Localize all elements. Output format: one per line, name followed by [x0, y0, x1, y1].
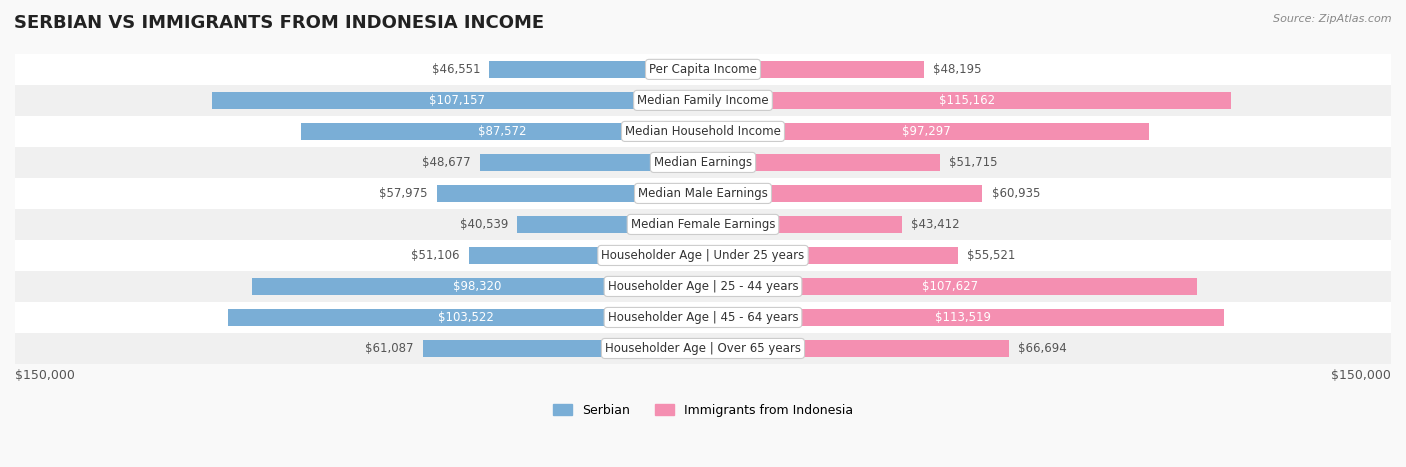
Text: $57,975: $57,975	[380, 187, 427, 200]
Text: $115,162: $115,162	[939, 94, 995, 107]
Text: $107,157: $107,157	[429, 94, 485, 107]
Text: $98,320: $98,320	[453, 280, 502, 293]
Bar	[703, 185, 983, 202]
Text: $61,087: $61,087	[366, 342, 413, 355]
Text: SERBIAN VS IMMIGRANTS FROM INDONESIA INCOME: SERBIAN VS IMMIGRANTS FROM INDONESIA INC…	[14, 14, 544, 32]
Bar	[15, 178, 1391, 209]
Bar	[301, 123, 703, 140]
Text: Median Earnings: Median Earnings	[654, 156, 752, 169]
Bar	[517, 216, 703, 233]
Bar	[703, 278, 1197, 295]
Bar	[703, 216, 903, 233]
Text: $48,677: $48,677	[422, 156, 471, 169]
Text: $66,694: $66,694	[1018, 342, 1067, 355]
Text: $46,551: $46,551	[432, 63, 481, 76]
Bar	[211, 92, 703, 109]
Text: Median Female Earnings: Median Female Earnings	[631, 218, 775, 231]
Bar	[703, 61, 924, 78]
Text: $51,106: $51,106	[411, 249, 460, 262]
Bar	[15, 209, 1391, 240]
Bar	[252, 278, 703, 295]
Text: Householder Age | 45 - 64 years: Householder Age | 45 - 64 years	[607, 311, 799, 324]
Bar	[437, 185, 703, 202]
Bar	[15, 147, 1391, 178]
Text: $113,519: $113,519	[935, 311, 991, 324]
Bar	[703, 154, 941, 171]
Text: $87,572: $87,572	[478, 125, 526, 138]
Bar	[703, 309, 1223, 326]
Bar	[468, 247, 703, 264]
Text: Source: ZipAtlas.com: Source: ZipAtlas.com	[1274, 14, 1392, 24]
Text: $51,715: $51,715	[949, 156, 998, 169]
Text: $150,000: $150,000	[1331, 368, 1391, 382]
Text: $40,539: $40,539	[460, 218, 508, 231]
Text: $107,627: $107,627	[922, 280, 979, 293]
Bar	[15, 240, 1391, 271]
Text: $60,935: $60,935	[991, 187, 1040, 200]
Bar	[703, 340, 1010, 357]
Bar	[15, 271, 1391, 302]
Text: Per Capita Income: Per Capita Income	[650, 63, 756, 76]
Text: $43,412: $43,412	[911, 218, 960, 231]
Bar	[703, 247, 957, 264]
Text: Householder Age | Under 25 years: Householder Age | Under 25 years	[602, 249, 804, 262]
Bar	[15, 85, 1391, 116]
Bar	[15, 302, 1391, 333]
Bar	[703, 92, 1232, 109]
Bar	[489, 61, 703, 78]
Bar	[703, 123, 1149, 140]
Bar	[228, 309, 703, 326]
Bar	[15, 333, 1391, 364]
Text: $150,000: $150,000	[15, 368, 75, 382]
Text: Median Family Income: Median Family Income	[637, 94, 769, 107]
Text: $103,522: $103,522	[437, 311, 494, 324]
Bar	[479, 154, 703, 171]
Text: $55,521: $55,521	[967, 249, 1015, 262]
Legend: Serbian, Immigrants from Indonesia: Serbian, Immigrants from Indonesia	[548, 399, 858, 422]
Text: Median Household Income: Median Household Income	[626, 125, 780, 138]
Bar	[423, 340, 703, 357]
Text: Householder Age | Over 65 years: Householder Age | Over 65 years	[605, 342, 801, 355]
Bar	[15, 116, 1391, 147]
Text: $48,195: $48,195	[934, 63, 981, 76]
Bar	[15, 54, 1391, 85]
Text: Median Male Earnings: Median Male Earnings	[638, 187, 768, 200]
Text: Householder Age | 25 - 44 years: Householder Age | 25 - 44 years	[607, 280, 799, 293]
Text: $97,297: $97,297	[901, 125, 950, 138]
